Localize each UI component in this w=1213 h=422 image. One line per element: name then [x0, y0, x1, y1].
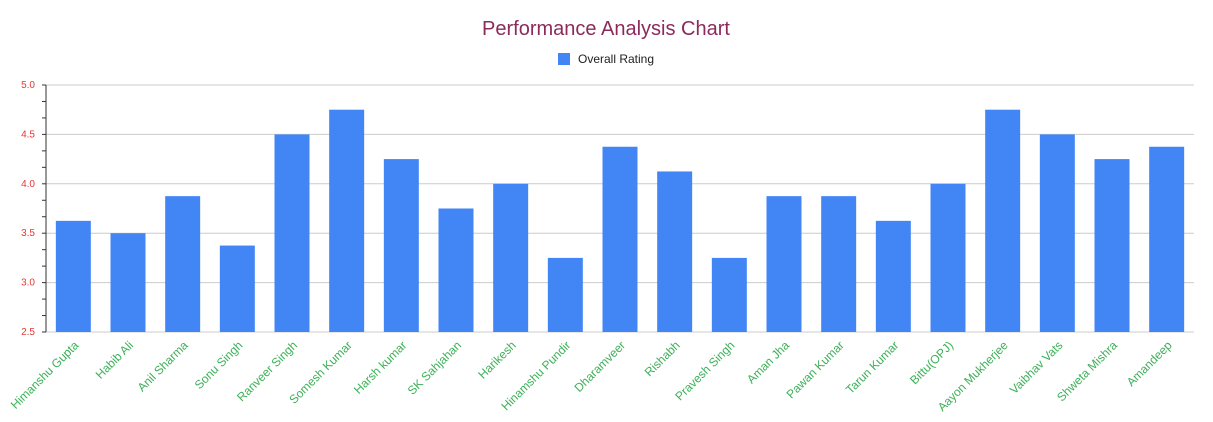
- bar: [875, 220, 911, 332]
- x-tick-label: Tarun Kumar: [843, 338, 901, 396]
- bar: [657, 171, 693, 332]
- bar: [547, 257, 583, 332]
- y-tick-labels: 2.5 3.0 3.5 4.0 4.5 5.0: [21, 80, 35, 338]
- bar: [985, 109, 1021, 332]
- x-tick-label: Anil Sharma: [135, 338, 191, 394]
- bar: [493, 183, 529, 332]
- legend: Overall Rating: [558, 52, 654, 66]
- bar: [438, 208, 474, 332]
- x-tick-label: Aman Jha: [744, 338, 792, 386]
- x-tick-label: Dharamveer: [572, 338, 629, 395]
- chart-title: Performance Analysis Chart: [482, 18, 730, 40]
- bar: [602, 146, 638, 332]
- x-tick-label: Sonu Singh: [192, 338, 246, 392]
- legend-swatch: [558, 53, 570, 65]
- x-tick-label: Himanshu Gupta: [8, 338, 82, 412]
- x-tick-label: Bittu(OPJ): [907, 338, 956, 387]
- x-tick-label: Amandeep: [1124, 338, 1175, 389]
- bar: [711, 257, 747, 332]
- y-tick-label: 3.0: [21, 278, 35, 289]
- y-axis: [42, 84, 47, 333]
- bar: [1039, 134, 1075, 332]
- x-tick-label: SK Sahjahan: [405, 338, 464, 397]
- bars: [55, 109, 1185, 332]
- bar: [383, 159, 419, 332]
- x-tick-label: Habib Ali: [93, 338, 136, 381]
- bar: [110, 233, 146, 332]
- x-tick-label: Harsh kumar: [351, 338, 409, 396]
- bar: [329, 109, 365, 332]
- bar: [274, 134, 310, 332]
- x-tick-label: Pawan Kumar: [784, 338, 847, 401]
- bar: [766, 196, 802, 332]
- y-tick-label: 4.5: [21, 129, 35, 140]
- legend-label: Overall Rating: [578, 52, 654, 66]
- y-tick-label: 3.5: [21, 228, 35, 239]
- bar: [821, 196, 857, 332]
- y-tick-label: 4.0: [21, 179, 35, 190]
- y-tick-label: 2.5: [21, 327, 35, 338]
- x-tick-label: Harikesh: [475, 338, 518, 381]
- bar: [1149, 146, 1185, 332]
- x-tick-label: Rishabh: [642, 338, 683, 379]
- bar: [55, 220, 91, 332]
- bar: [1094, 159, 1130, 332]
- y-tick-label: 5.0: [21, 80, 35, 91]
- bar: [930, 183, 966, 332]
- bar: [219, 245, 255, 332]
- bar: [165, 196, 201, 332]
- x-tick-label: Vaibhav Vats: [1007, 338, 1066, 397]
